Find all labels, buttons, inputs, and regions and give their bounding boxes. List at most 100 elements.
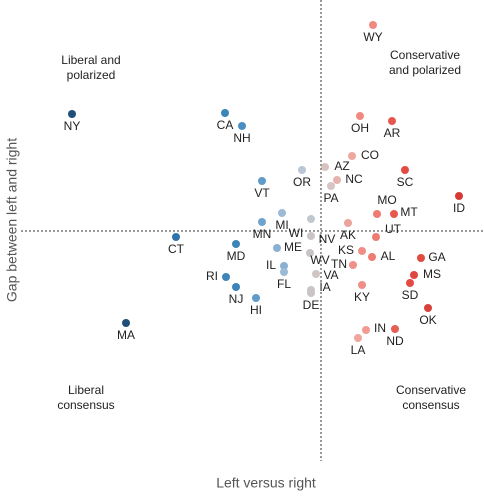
quadrant-label: and polarized: [389, 63, 461, 77]
point: [252, 294, 260, 302]
point-label: MS: [423, 267, 441, 281]
point: [354, 334, 362, 342]
point-label: NV: [319, 232, 336, 246]
point-label: NC: [345, 172, 363, 186]
point-label: DE: [303, 298, 320, 312]
point-label: NY: [64, 119, 81, 133]
point-label: IN: [374, 321, 386, 335]
y-axis-title: Gap between left and right: [4, 138, 20, 302]
point: [221, 109, 229, 117]
point-label: ID: [453, 201, 465, 215]
point-label: PA: [323, 191, 338, 205]
point: [373, 210, 381, 218]
point-label: MT: [400, 205, 418, 219]
point: [307, 289, 315, 297]
point: [232, 283, 240, 291]
point: [280, 262, 288, 270]
point-label: MD: [227, 249, 246, 263]
point: [388, 117, 396, 125]
quadrant-label: Liberal: [68, 383, 104, 397]
point-label: OR: [293, 175, 311, 189]
point-label: GA: [428, 250, 445, 264]
point-label: MI: [275, 218, 288, 232]
point-label: LA: [351, 343, 366, 357]
quadrant-label: Conservative: [390, 48, 460, 62]
point-label: VT: [254, 186, 270, 200]
point: [358, 247, 366, 255]
quadrant-label: Liberal and: [61, 53, 120, 67]
point-label: CT: [168, 242, 185, 256]
point: [333, 176, 341, 184]
point-label: RI: [206, 269, 218, 283]
point: [372, 233, 380, 241]
point-label: NH: [233, 131, 250, 145]
point: [424, 304, 432, 312]
point-label: OK: [419, 313, 436, 327]
point-label: KY: [354, 290, 370, 304]
point: [410, 271, 418, 279]
point-label: MO: [377, 193, 396, 207]
point-label: WV: [310, 253, 329, 267]
point-label: CO: [361, 148, 379, 162]
point: [172, 233, 180, 241]
point-label: IA: [319, 280, 330, 294]
point: [278, 209, 286, 217]
point: [68, 110, 76, 118]
point-label: SD: [402, 288, 419, 302]
point: [258, 177, 266, 185]
point-label: ME: [284, 240, 302, 254]
point-label: TN: [331, 257, 347, 271]
point: [238, 122, 246, 130]
point-label: AR: [384, 126, 401, 140]
point-label: FL: [277, 277, 291, 291]
point: [273, 244, 281, 252]
quadrant-label: Conservative: [396, 383, 466, 397]
point: [349, 261, 357, 269]
x-axis-title: Left versus right: [216, 475, 316, 491]
point-label: WY: [363, 30, 382, 44]
point: [321, 163, 329, 171]
point: [455, 192, 463, 200]
point: [222, 273, 230, 281]
point-label: MN: [253, 227, 272, 241]
point-label: WI: [289, 226, 304, 240]
point-label: AL: [381, 249, 396, 263]
point: [306, 249, 314, 257]
quadrant-label: consensus: [57, 398, 114, 412]
point: [298, 166, 306, 174]
point-label: CA: [217, 118, 234, 132]
point: [327, 182, 335, 190]
point: [232, 240, 240, 248]
point-label: OH: [351, 121, 369, 135]
point: [307, 215, 315, 223]
point-label: KS: [338, 243, 354, 257]
point: [391, 325, 399, 333]
quadrant-label: consensus: [402, 398, 459, 412]
point: [348, 152, 356, 160]
point-label: AK: [340, 228, 356, 242]
point-label: AZ: [334, 159, 349, 173]
point-label: VA: [323, 268, 338, 282]
point-label: HI: [250, 303, 262, 317]
point: [417, 254, 425, 262]
point: [368, 253, 376, 261]
point-label: IL: [266, 258, 276, 272]
point: [258, 218, 266, 226]
point-label: SC: [397, 175, 414, 189]
point: [390, 210, 398, 218]
point: [401, 166, 409, 174]
point-label: MA: [117, 328, 135, 342]
quadrant-label: polarized: [67, 68, 116, 82]
point: [122, 319, 130, 327]
point: [344, 219, 352, 227]
point: [312, 270, 320, 278]
point: [307, 232, 315, 240]
point: [358, 281, 366, 289]
point: [362, 326, 370, 334]
point: [406, 279, 414, 287]
point: [280, 268, 288, 276]
point-label: NJ: [229, 292, 244, 306]
point: [369, 21, 377, 29]
point-label: UT: [385, 222, 402, 236]
